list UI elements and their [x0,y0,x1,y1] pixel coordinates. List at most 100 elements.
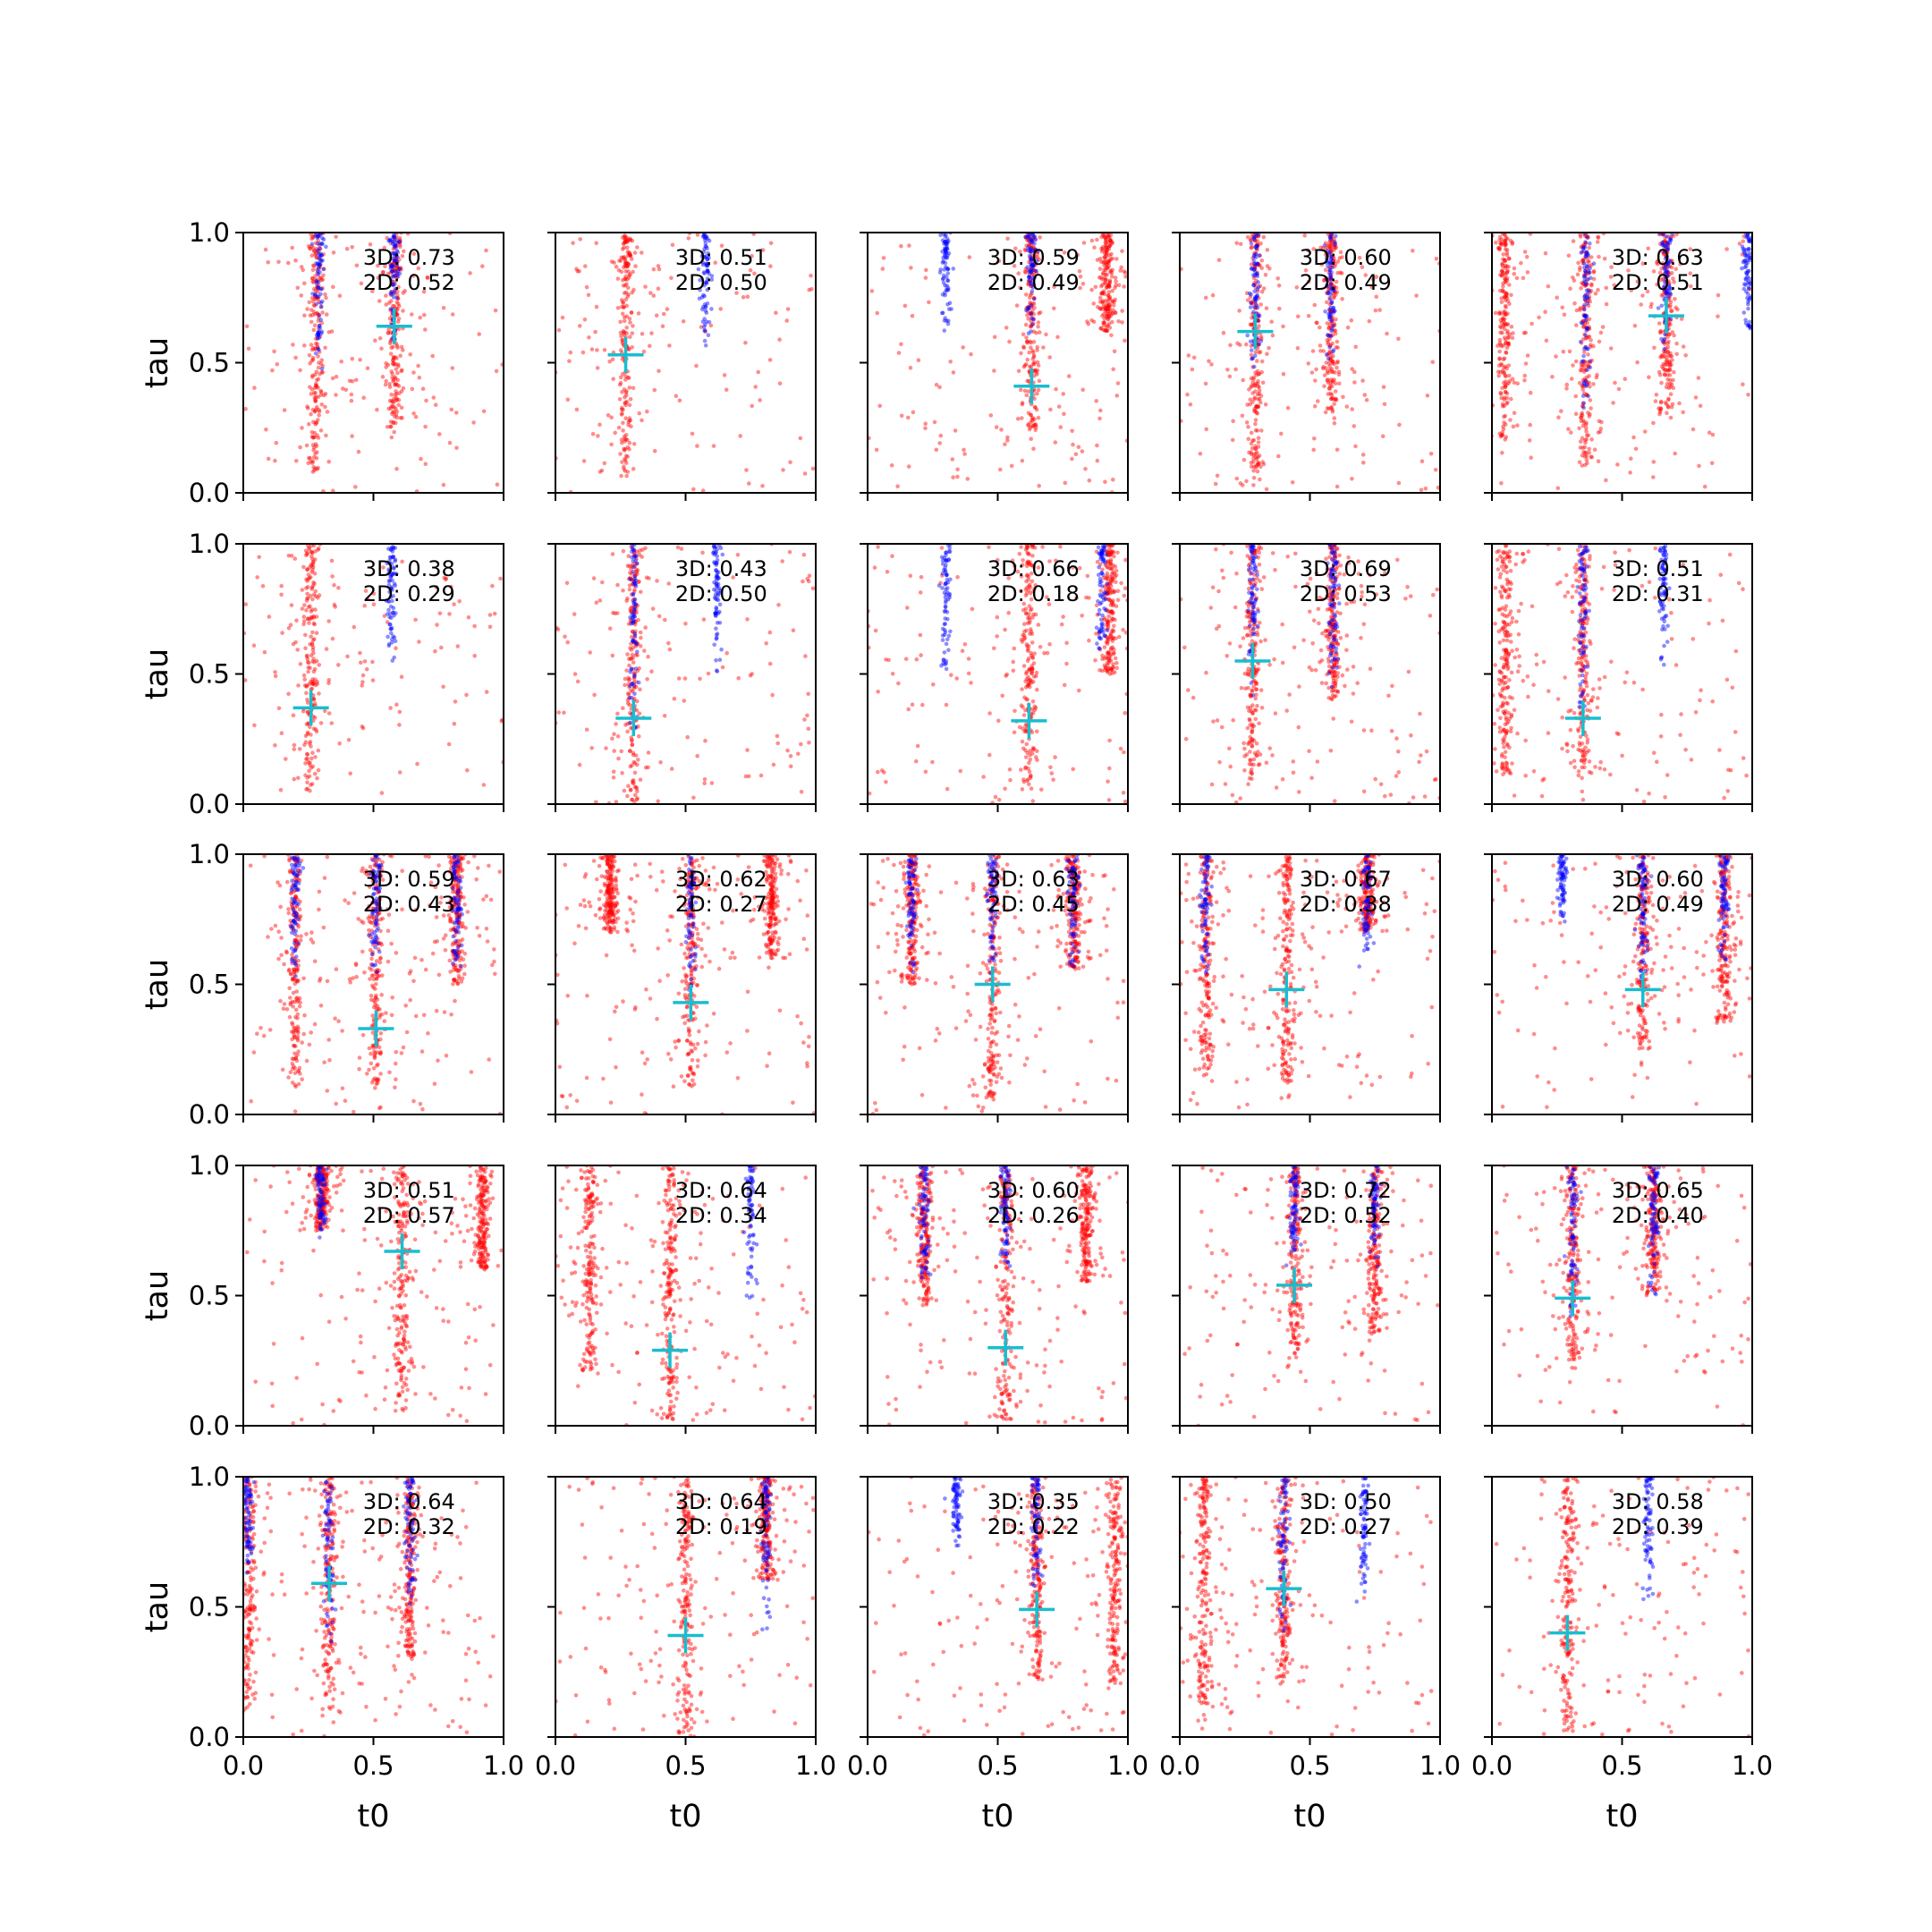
blue-point [630,549,634,555]
red-point [1312,436,1317,441]
red-point [1670,258,1674,264]
red-point [1106,591,1110,597]
red-point [1107,243,1112,249]
red-point [1023,679,1028,684]
red-point [365,597,370,601]
red-point [312,716,318,720]
red-point [1667,360,1672,365]
red-point [698,676,702,682]
red-point [1312,302,1318,308]
red-point [313,442,318,446]
red-point [1656,262,1660,267]
red-point [1111,603,1115,608]
blue-point [631,570,636,574]
red-point [1021,332,1026,337]
red-point [630,582,635,587]
red-point [1026,678,1031,683]
blue-point [1027,275,1031,280]
red-point [1104,627,1109,631]
red-point [1585,461,1589,465]
red-point [648,291,653,295]
red-point [1577,426,1581,431]
red-point [629,641,633,646]
annotation-2d: 2D: 0.50 [675,270,767,295]
red-point [1036,565,1041,570]
red-point [1663,368,1668,373]
red-point [422,312,427,318]
blue-point [942,242,946,246]
red-point [1510,377,1515,382]
red-point [806,726,811,732]
red-point [313,589,318,594]
red-point [1117,634,1122,640]
red-point [615,582,620,588]
red-point [1106,565,1110,570]
red-point [630,797,634,802]
red-point [1501,427,1506,432]
blue-point [1030,240,1035,245]
red-point [388,292,394,297]
red-point [1597,419,1602,424]
red-point [315,775,319,781]
red-point [1031,312,1037,317]
red-point [386,406,392,411]
red-point [441,684,445,690]
red-point [312,637,317,641]
red-point [623,274,628,279]
red-point [386,301,392,305]
red-point [1249,376,1254,381]
blue-point [388,266,394,271]
red-point [623,233,627,239]
red-point [899,243,903,249]
red-point [1078,565,1082,571]
red-point [631,597,635,603]
blue-point [943,249,948,254]
red-point [303,761,308,766]
red-point [394,312,400,318]
red-point [1655,260,1659,265]
red-point [1022,629,1027,634]
red-point [1023,708,1028,713]
blue-point [318,304,324,309]
red-point [317,312,321,318]
blue-point [1328,274,1333,279]
red-point [311,286,317,292]
red-point [1580,401,1586,406]
blue-point [703,304,708,309]
red-point [313,277,318,283]
red-point [1107,258,1112,263]
red-point [1332,259,1336,265]
blue-point [703,241,708,245]
red-point [1246,424,1250,429]
red-point [1095,613,1100,617]
red-point [627,273,631,278]
red-point [623,402,628,408]
red-point [617,397,623,402]
red-point [1522,250,1528,254]
red-point [1578,234,1583,239]
red-point [631,442,637,446]
red-point [1331,353,1335,359]
red-point [1078,285,1082,291]
red-point [1109,618,1114,623]
red-point [1331,254,1335,259]
red-point [1327,323,1333,327]
red-point [1504,280,1508,285]
blue-point [943,260,948,266]
blue-point [944,580,948,586]
red-point [1250,400,1255,404]
red-point [336,585,341,590]
red-point [1095,258,1100,262]
annotation-3d: 3D: 0.43 [675,556,767,581]
blue-point [940,558,945,564]
red-point [651,267,657,272]
blue-point [943,233,947,239]
red-point [315,267,319,272]
blue-point [1585,292,1590,296]
red-point [305,591,309,597]
red-point [430,353,436,359]
red-point [631,269,635,275]
blue-point [1326,333,1330,337]
blue-point [1663,243,1667,249]
red-point [1608,275,1614,279]
